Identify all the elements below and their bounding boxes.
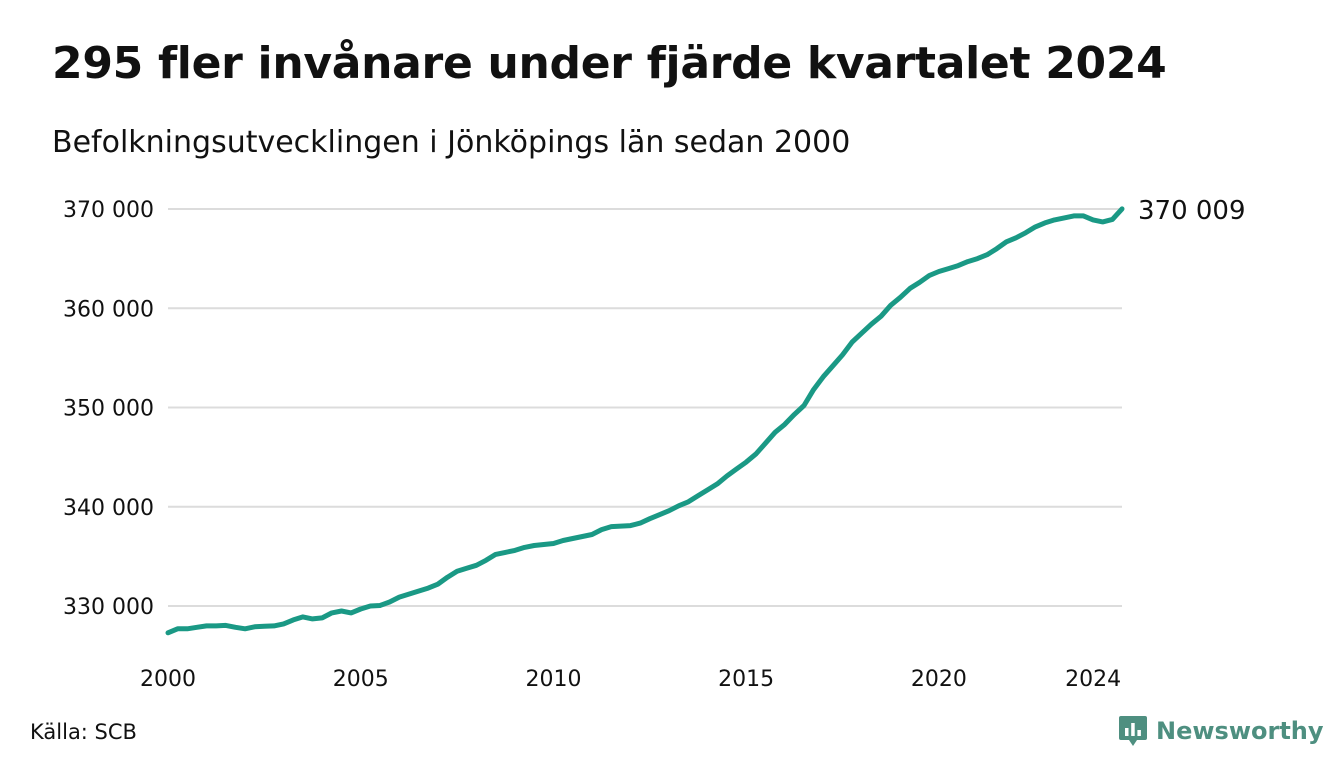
y-tick-label: 350 000 bbox=[63, 397, 154, 422]
y-tick-label: 340 000 bbox=[63, 496, 154, 521]
x-tick-label: 2005 bbox=[333, 667, 389, 692]
y-tick-label: 330 000 bbox=[63, 595, 154, 620]
bar-chart-speech-bubble-icon bbox=[1119, 716, 1147, 746]
end-label-layer: 370 009 bbox=[1138, 196, 1246, 226]
y-tick-label: 370 000 bbox=[63, 198, 154, 223]
newsworthy-logo: Newsworthy bbox=[1118, 714, 1324, 748]
y-axis-labels: 330 000 340 000 350 000 360 000 370 000 bbox=[63, 198, 154, 620]
line-chart: 330 000 340 000 350 000 360 000 370 000 2000… bbox=[63, 196, 1246, 692]
y-tick-label: 360 000 bbox=[63, 297, 154, 322]
x-axis-labels: 2000 2005 2010 2015 2020 2024 bbox=[140, 667, 1121, 692]
chart-title: 295 fler invånare under fjärde kvartalet… bbox=[52, 38, 1167, 89]
end-value-label: 370 009 bbox=[1138, 196, 1246, 226]
x-tick-label: 2020 bbox=[911, 667, 967, 692]
source-note: Källa: SCB bbox=[30, 720, 137, 744]
series-layer bbox=[165, 206, 1125, 636]
gridlines bbox=[168, 208, 1122, 607]
population-line bbox=[165, 206, 1125, 636]
x-tick-label: 2015 bbox=[718, 667, 774, 692]
chart-subtitle: Befolkningsutvecklingen i Jönköpings län… bbox=[52, 125, 851, 160]
brand-name: Newsworthy bbox=[1156, 717, 1324, 745]
x-tick-label: 2024 bbox=[1065, 667, 1121, 692]
x-tick-label: 2000 bbox=[140, 667, 196, 692]
x-tick-label: 2010 bbox=[525, 667, 581, 692]
